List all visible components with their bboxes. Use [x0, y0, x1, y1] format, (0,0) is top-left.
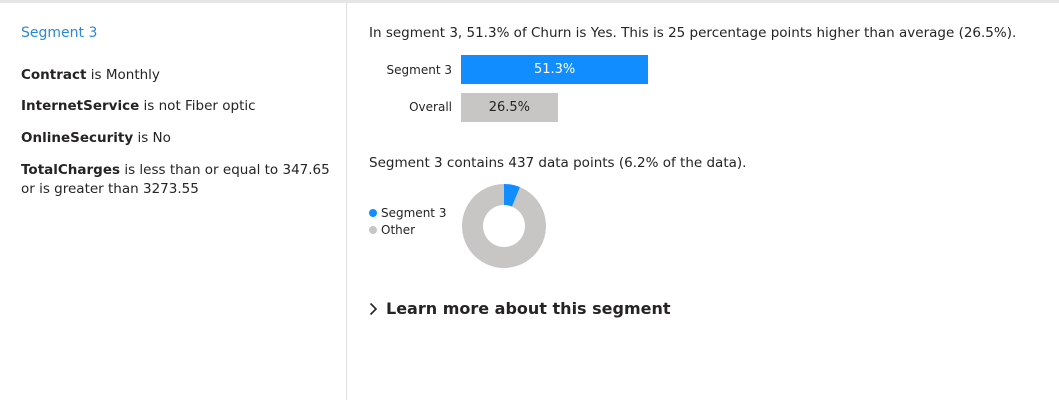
condition-contract: Contract is Monthly: [21, 66, 336, 85]
legend-label: Segment 3: [381, 206, 447, 220]
segment-summary-panel: In segment 3, 51.3% of Churn is Yes. Thi…: [348, 3, 1059, 400]
segment-share-donut: [462, 184, 546, 268]
condition-text: is not Fiber optic: [143, 98, 256, 114]
chevron-right-icon: [369, 302, 378, 315]
condition-text: is No: [137, 130, 171, 146]
bar-overall: 26.5%: [461, 93, 558, 122]
segment-title: Segment 3: [21, 25, 98, 41]
condition-totalcharges: TotalCharges is less than or equal to 34…: [21, 161, 336, 199]
bar-segment: 51.3%: [461, 55, 649, 84]
learn-more-toggle[interactable]: Learn more about this segment: [369, 299, 671, 318]
bar-label-overall: Overall: [409, 100, 452, 114]
data-points-text: Segment 3 contains 437 data points (6.2%…: [369, 155, 747, 171]
condition-feature: Contract: [21, 67, 87, 83]
condition-feature: TotalCharges: [21, 162, 121, 178]
donut-slice-segment: [504, 184, 520, 207]
bar-value-label: 26.5%: [488, 100, 531, 115]
churn-summary-text: In segment 3, 51.3% of Churn is Yes. Thi…: [369, 25, 1017, 41]
legend-label: Other: [381, 223, 416, 237]
donut-slice-other: [462, 184, 546, 268]
learn-more-label: Learn more about this segment: [386, 299, 671, 318]
top-border: [0, 0, 1059, 3]
legend-dot: [369, 226, 377, 234]
condition-internetservice: InternetService is not Fiber optic: [21, 97, 336, 116]
condition-onlinesecurity: OnlineSecurity is No: [21, 129, 336, 148]
condition-text: is Monthly: [90, 67, 160, 83]
bar-label-segment: Segment 3: [386, 63, 452, 77]
condition-feature: InternetService: [21, 98, 140, 114]
legend-item-segment: Segment 3: [369, 206, 446, 220]
legend-dot: [369, 209, 377, 217]
segment-details-panel: Segment 3 Contract is Monthly InternetSe…: [0, 3, 347, 400]
bar-value-label: 51.3%: [533, 62, 576, 77]
legend-item-other: Other: [369, 223, 415, 237]
condition-feature: OnlineSecurity: [21, 130, 134, 146]
condition-text: is less than or equal to 347.65 or is gr…: [21, 162, 330, 197]
